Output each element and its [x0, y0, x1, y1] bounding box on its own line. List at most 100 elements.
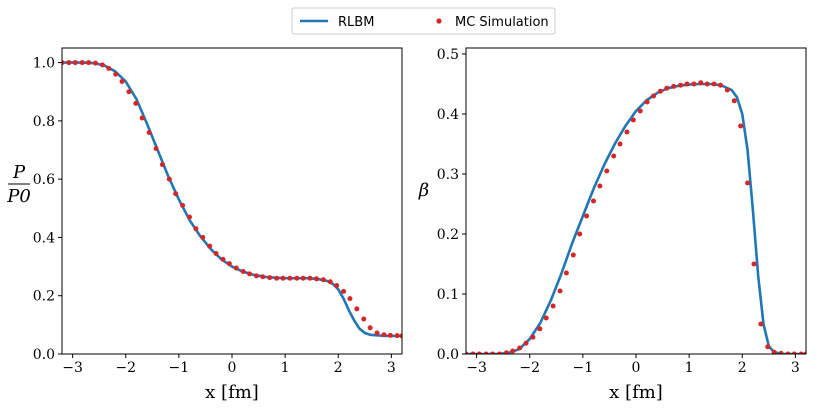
right-xtick-label: 1 — [685, 360, 694, 376]
left-ytick-label: 0.0 — [33, 347, 55, 363]
right-rlbm-line — [466, 82, 806, 354]
right-axes-frame — [465, 47, 807, 355]
left-mc-point — [207, 243, 213, 249]
right-mc-point — [731, 98, 737, 104]
right-mc-point — [584, 213, 590, 219]
right-mc-point — [778, 350, 784, 354]
right-xtick-label: −2 — [519, 360, 540, 376]
right-mc-point — [570, 252, 576, 258]
left-mc-point — [294, 275, 300, 281]
right-x-ticks: −3 −2 −1 0 1 2 3 — [466, 354, 800, 376]
left-mc-point — [361, 316, 367, 322]
right-mc-point — [751, 261, 757, 267]
left-mc-point — [119, 79, 125, 85]
left-mc-point — [187, 214, 192, 220]
right-mc-point — [597, 183, 603, 189]
left-mc-point — [334, 283, 340, 289]
legend-line-label: RLBM — [338, 15, 374, 30]
left-mc-point — [92, 60, 98, 66]
left-mc-point — [387, 332, 393, 338]
left-plot-area — [62, 60, 402, 339]
right-mc-point — [591, 198, 596, 204]
left-mc-point — [374, 330, 380, 336]
left-mc-point — [146, 130, 152, 136]
left-mc-point — [287, 275, 293, 281]
left-mc-point — [86, 60, 92, 66]
right-xtick-label: −3 — [466, 360, 487, 376]
left-mc-point — [113, 71, 119, 77]
right-mc-point — [550, 303, 556, 309]
right-xtick-label: 0 — [632, 360, 641, 376]
right-mc-point — [785, 351, 791, 354]
right-ytick-label: 0.0 — [437, 347, 459, 363]
left-mc-point — [313, 276, 319, 282]
right-mc-point — [470, 351, 476, 354]
left-mc-point — [347, 296, 353, 302]
left-mc-point — [126, 89, 132, 95]
left-mc-point — [381, 332, 387, 338]
right-mc-point — [510, 348, 516, 354]
left-xtick-label: 3 — [387, 360, 396, 376]
right-mc-point — [577, 231, 583, 237]
left-mc-point — [260, 274, 266, 280]
right-mc-point — [657, 88, 663, 94]
left-mc-point — [193, 226, 199, 232]
left-mc-point — [220, 256, 226, 262]
right-y-axis-label: β — [418, 180, 429, 201]
right-mc-point — [803, 351, 806, 354]
right-mc-point — [523, 340, 529, 346]
left-ytick-label: 0.4 — [33, 230, 55, 246]
right-mc-point — [738, 123, 744, 129]
right-mc-point — [758, 321, 764, 327]
right-mc-point — [517, 345, 523, 351]
left-mc-point — [153, 146, 159, 152]
right-mc-point — [490, 351, 496, 354]
right-plot-area — [466, 80, 806, 354]
right-mc-point — [671, 83, 677, 89]
left-axes-frame — [61, 47, 403, 355]
right-ytick-label: 0.1 — [437, 287, 459, 303]
right-mc-point — [483, 351, 489, 354]
right-ytick-label: 0.5 — [437, 47, 459, 63]
left-mc-point — [300, 275, 306, 281]
right-mc-point — [637, 108, 643, 114]
right-mc-point — [771, 349, 777, 354]
left-ytick-label: 0.6 — [33, 172, 55, 188]
left-mc-point — [253, 273, 259, 279]
left-mc-point — [200, 234, 206, 240]
right-mc-point — [617, 141, 623, 147]
left-series-group — [62, 60, 402, 339]
right-mc-point — [651, 93, 657, 99]
left-x-axis-label: x [fm] — [205, 382, 259, 403]
left-mc-point — [72, 60, 78, 66]
left-y-ticks: 0.0 0.2 0.4 0.6 0.8 1.0 — [33, 56, 62, 363]
left-panel: −3 −2 −1 0 1 2 3 0.0 0.2 0.4 0.6 0.8 1.0 x [fm] P P… — [6, 47, 403, 403]
left-mc-point — [66, 60, 72, 66]
right-mc-point — [684, 81, 690, 87]
right-mc-point — [724, 87, 730, 93]
right-mc-point — [496, 351, 502, 354]
right-mc-point — [530, 334, 536, 340]
left-xtick-label: −2 — [115, 360, 136, 376]
left-mc-point — [399, 333, 402, 339]
right-mc-point — [466, 351, 469, 354]
legend-marker-label: MC Simulation — [455, 15, 549, 30]
left-xtick-label: 0 — [228, 360, 237, 376]
left-mc-point — [133, 100, 139, 106]
left-y-label-denominator: P0 — [6, 186, 31, 207]
right-panel: −3 −2 −1 0 1 2 3 0.0 0.1 0.2 0.3 0.4 0.5 x [fm] β — [418, 47, 807, 403]
right-mc-point — [476, 351, 482, 354]
right-mc-point — [664, 85, 670, 91]
left-mc-point — [247, 271, 253, 277]
right-ytick-label: 0.4 — [437, 107, 459, 123]
left-mc-point — [166, 176, 172, 182]
left-mc-point — [240, 269, 246, 275]
left-mc-point — [367, 325, 373, 331]
left-xtick-label: 1 — [281, 360, 290, 376]
left-x-ticks: −3 −2 −1 0 1 2 3 — [62, 354, 396, 376]
left-xtick-label: 2 — [334, 360, 343, 376]
right-mc-point — [644, 99, 650, 105]
right-mc-point — [543, 315, 549, 321]
right-mc-point — [698, 80, 704, 86]
